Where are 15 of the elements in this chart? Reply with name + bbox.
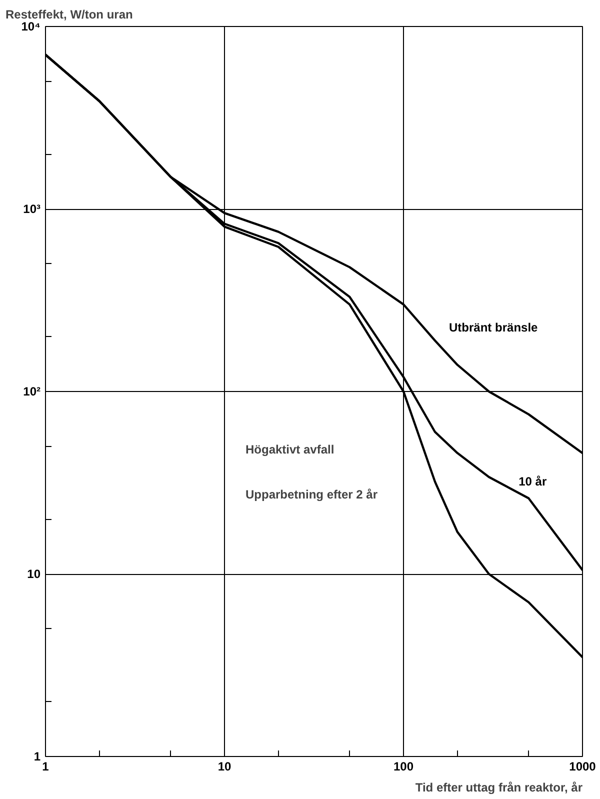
annotation: Upparbetning efter 2 år [246, 488, 378, 502]
annotation: Högaktivt avfall [246, 442, 334, 456]
y-tick-label: 10³ [23, 202, 41, 216]
y-tick-label: 10² [23, 384, 41, 398]
y-axis-title: Resteffekt, W/ton uran [6, 8, 133, 22]
series-label: 10 år [518, 474, 547, 488]
series-label: Utbränt bränsle [449, 320, 538, 335]
x-tick-label: 100 [393, 760, 414, 774]
y-tick-label: 1 [34, 750, 41, 764]
y-tick-label: 10 [27, 567, 41, 581]
x-tick-label: 1 [42, 760, 50, 774]
y-tick-label: 10⁴ [21, 20, 41, 34]
x-axis-title: Tid efter uttag från reaktor, år [415, 780, 583, 794]
x-tick-label: 10 [218, 760, 232, 774]
x-tick-label: 1000 [569, 760, 596, 774]
